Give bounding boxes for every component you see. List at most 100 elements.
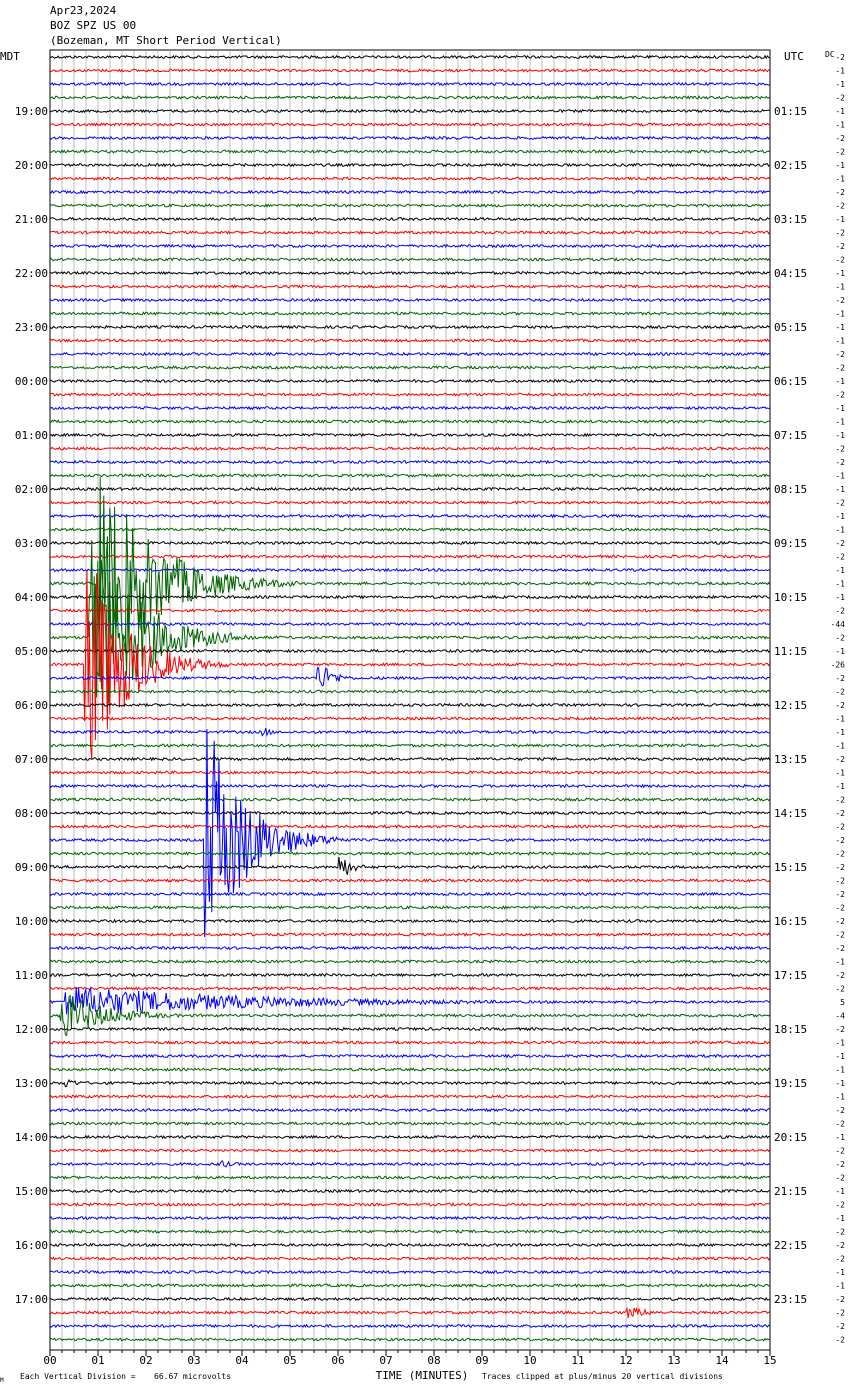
trace <box>49 689 771 694</box>
dc-offset-label: -4 <box>835 1012 845 1021</box>
trace <box>49 216 770 222</box>
dc-offset-label: -1 <box>835 566 845 575</box>
dc-offset-label: -1 <box>835 269 845 278</box>
trace <box>49 797 771 802</box>
trace <box>49 473 771 478</box>
dc-offset-label: -2 <box>835 1322 845 1331</box>
x-tick-label: 02 <box>139 1354 152 1367</box>
trace <box>49 1078 771 1088</box>
trace <box>49 1269 771 1275</box>
trace <box>49 1134 770 1140</box>
trace <box>49 1337 770 1342</box>
x-tick-label: 14 <box>715 1354 729 1367</box>
trace <box>49 162 771 168</box>
trace <box>49 243 770 249</box>
trace <box>49 1323 770 1329</box>
x-tick-label: 11 <box>571 1354 584 1367</box>
station-description: (Bozeman, MT Short Period Vertical) <box>50 34 282 47</box>
trace <box>49 932 771 937</box>
dc-offset-label: -1 <box>835 1079 845 1088</box>
trace <box>49 851 771 856</box>
left-time-label: 20:00 <box>15 159 48 172</box>
right-time-label: 22:15 <box>774 1239 807 1252</box>
dc-offset-label: -2 <box>835 229 845 238</box>
trace <box>49 1188 770 1194</box>
trace <box>49 1121 770 1126</box>
trace <box>49 570 771 760</box>
x-tick-label: 04 <box>235 1354 249 1367</box>
dc-offset-label: -1 <box>835 647 845 656</box>
dc-offset-label: -2 <box>835 364 845 373</box>
right-time-label: 05:15 <box>774 321 807 334</box>
right-time-label: 17:15 <box>774 969 807 982</box>
trace <box>49 257 771 262</box>
dc-offset-label: -2 <box>835 917 845 926</box>
dc-offset-label: -1 <box>835 121 845 130</box>
division-value: 66.67 microvolts <box>154 1372 231 1381</box>
dc-offset-label: -2 <box>835 755 845 764</box>
dc-offset-label: -1 <box>835 472 845 481</box>
dc-offset-label: -1 <box>835 593 845 602</box>
dc-offset-label: -1 <box>835 1066 845 1075</box>
dc-offset-label: -1 <box>835 769 845 778</box>
dc-offset-label: -2 <box>835 539 845 548</box>
left-time-label: 19:00 <box>15 105 48 118</box>
trace <box>49 230 771 235</box>
trace <box>49 324 770 330</box>
trace <box>49 824 771 829</box>
dc-offset-label: -1 <box>835 715 845 724</box>
dc-offset-label: -1 <box>835 1052 845 1061</box>
dc-offset-label: -1 <box>835 1268 845 1277</box>
trace <box>49 1296 770 1302</box>
dc-offset-label: -2 <box>835 1241 845 1250</box>
dc-offset-label: -1 <box>835 580 845 589</box>
right-timezone-label: UTC <box>784 50 804 63</box>
dc-offset-label: -1 <box>835 782 845 791</box>
grid <box>49 49 771 1356</box>
dc-offset-label: -2 <box>835 985 845 994</box>
dc-offset-label: -2 <box>835 1174 845 1183</box>
trace <box>49 702 770 708</box>
trace <box>49 716 771 721</box>
dc-offset-label: -1 <box>835 958 845 967</box>
left-time-label: 00:00 <box>15 375 48 388</box>
dc-offset-label: -2 <box>835 1120 845 1129</box>
trace <box>49 122 770 127</box>
x-tick-label: 06 <box>331 1354 344 1367</box>
trace <box>49 1067 771 1072</box>
trace <box>49 392 770 397</box>
dc-offset-label: -2 <box>835 890 845 899</box>
dc-offset-label: -2 <box>835 809 845 818</box>
trace <box>49 918 771 924</box>
dc-offset-label: -2 <box>835 188 845 197</box>
trace <box>49 54 770 60</box>
left-time-label: 22:00 <box>15 267 48 280</box>
trace <box>49 351 770 357</box>
dc-label: DC <box>825 50 835 59</box>
trace <box>49 1160 771 1168</box>
dc-offset-label: -2 <box>835 391 845 400</box>
trace <box>49 756 771 762</box>
trace <box>49 459 771 465</box>
right-time-label: 10:15 <box>774 591 807 604</box>
trace <box>49 878 771 883</box>
dc-offset-label: -2 <box>835 688 845 697</box>
right-time-label: 12:15 <box>774 699 807 712</box>
trace <box>50 1148 771 1153</box>
x-tick-label: 13 <box>667 1354 680 1367</box>
dc-offset-label: -2 <box>835 796 845 805</box>
dc-offset-label: -2 <box>835 445 845 454</box>
left-time-label: 23:00 <box>15 321 48 334</box>
trace <box>49 513 770 519</box>
dc-offset-label: -2 <box>835 607 845 616</box>
dc-offset-label: -26 <box>831 661 846 670</box>
dc-offset-label: -2 <box>835 1309 845 1318</box>
trace <box>49 95 771 100</box>
right-time-label: 04:15 <box>774 267 807 280</box>
dc-offset-label: -2 <box>835 1295 845 1304</box>
dc-offset-label: -2 <box>835 1025 845 1034</box>
dc-offset-label: -1 <box>835 1214 845 1223</box>
trace <box>49 891 771 897</box>
left-time-label: 03:00 <box>15 537 48 550</box>
